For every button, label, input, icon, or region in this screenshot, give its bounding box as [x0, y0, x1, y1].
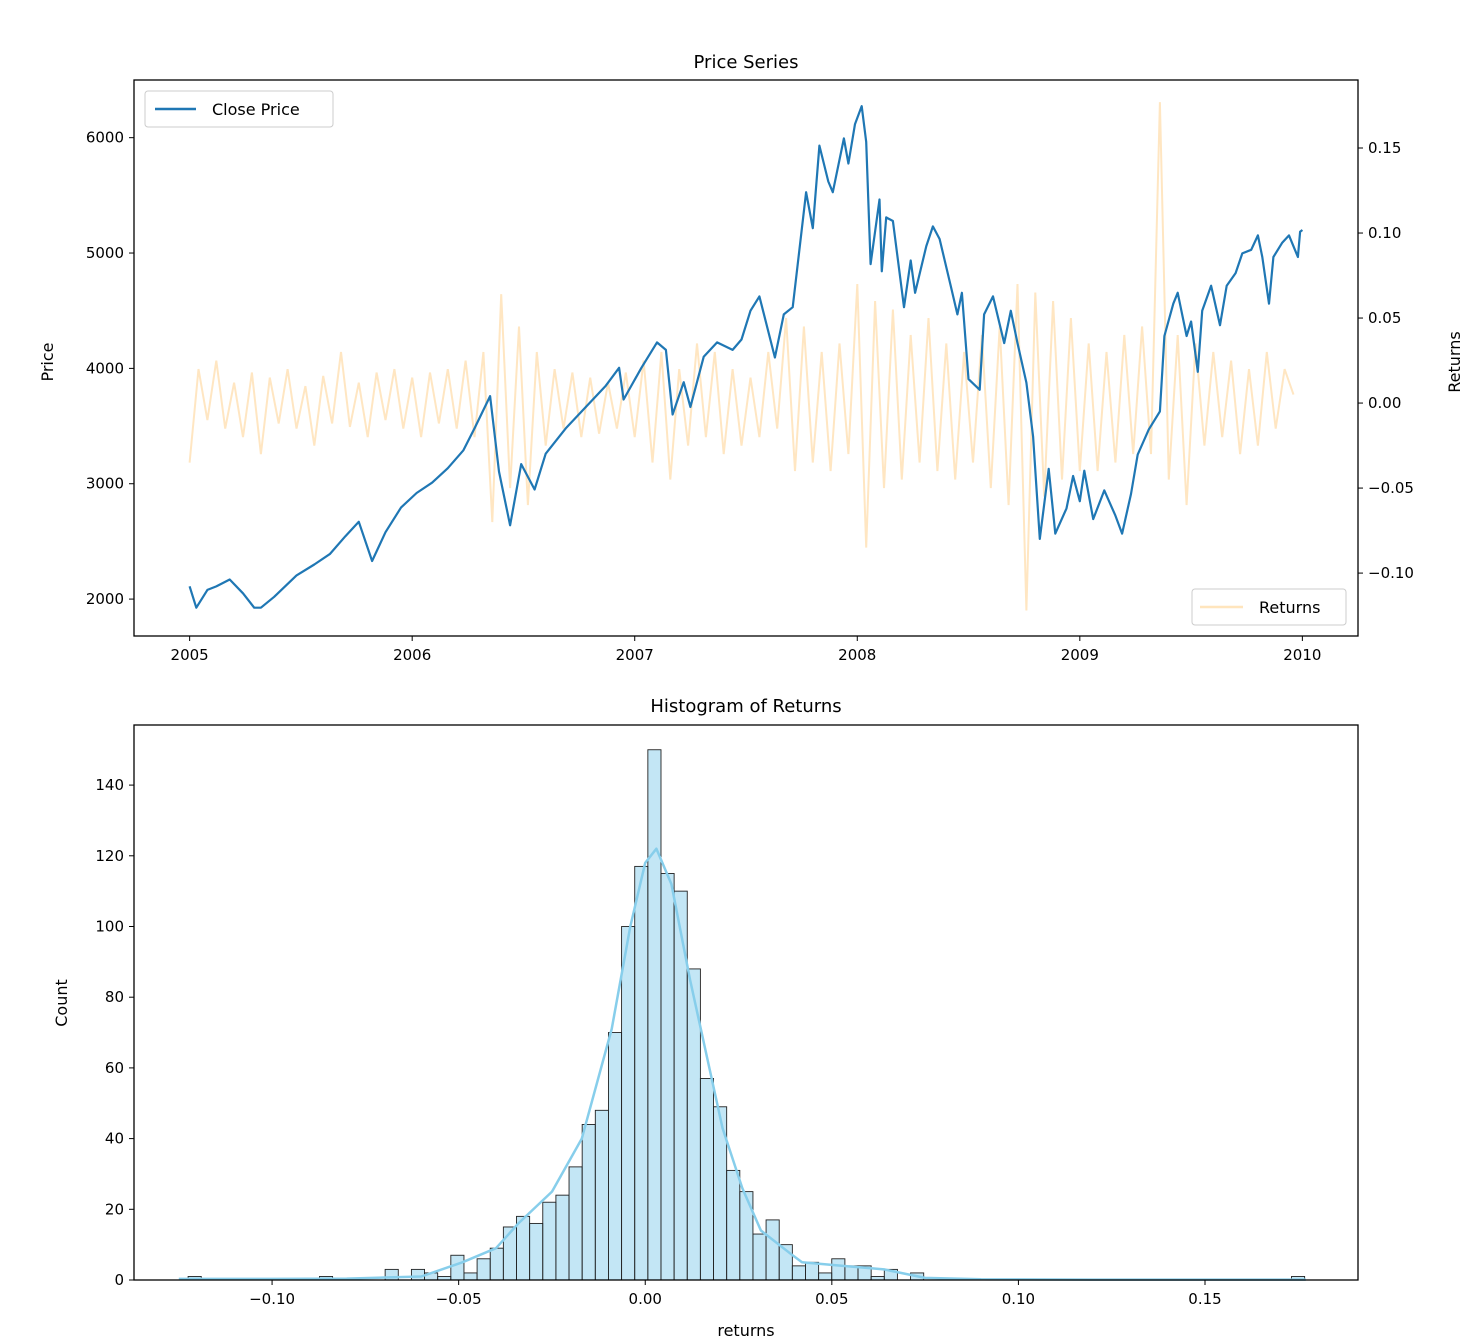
x-tick-label: 2008: [838, 646, 876, 664]
histogram-chart: Histogram of Returns Count returns −0.10…: [52, 696, 1359, 1340]
y-tick-label: 60: [105, 1059, 124, 1077]
histogram-bar: [542, 1201, 557, 1281]
histogram-bar: [791, 1265, 806, 1281]
x-tick-label: 0.10: [1002, 1290, 1035, 1308]
y-tick-label: 100: [95, 917, 124, 935]
y2-tick-label: 0.15: [1368, 139, 1401, 157]
x-tick-label: −0.10: [249, 1290, 295, 1308]
y2-tick-label: 0.00: [1368, 394, 1401, 412]
legend-returns: Returns: [1191, 588, 1347, 626]
histogram-bar: [568, 1166, 583, 1281]
histogram-bar: [752, 1233, 767, 1281]
histogram-bars: [187, 749, 1306, 1281]
y2-tick-label: −0.10: [1368, 564, 1414, 582]
returns-series: [188, 102, 1295, 611]
returns-line: [188, 102, 1295, 611]
histogram-bar: [516, 1215, 531, 1281]
histogram-bar: [699, 1078, 714, 1281]
histogram-bar: [529, 1222, 544, 1281]
y-axis-label: Price: [38, 342, 57, 381]
plot-frame: [133, 724, 1359, 1281]
histogram-bar: [726, 1169, 741, 1281]
legend-box: [144, 90, 334, 128]
histogram-bar: [660, 873, 675, 1281]
histogram-bar: [765, 1219, 780, 1281]
y2-tick-label: 0.10: [1368, 224, 1401, 242]
histogram-bar: [450, 1254, 465, 1281]
y-tick-label: 0: [114, 1271, 124, 1289]
x-tick-label: 2009: [1061, 646, 1099, 664]
histogram-bar: [607, 1032, 623, 1281]
x-tick-label: 0.00: [629, 1290, 662, 1308]
histogram-bar: [489, 1247, 504, 1281]
x-axis-label: returns: [717, 1321, 774, 1340]
y-tick-label: 4000: [86, 359, 124, 377]
x-tick-label: 2005: [171, 646, 209, 664]
close-price-series: [188, 104, 1304, 609]
y2-tick-label: 0.05: [1368, 309, 1401, 327]
kde-line: [178, 847, 1306, 1281]
legend-label: Close Price: [212, 100, 300, 119]
histogram-bar: [581, 1124, 596, 1281]
histogram-bar: [476, 1258, 491, 1281]
legend-label: Returns: [1259, 598, 1320, 617]
x-tick-label: 2010: [1283, 646, 1321, 664]
axis-ticks: 2005 2006 2007 2008 2009 2010 2000 3000 4000 5000…: [86, 129, 1414, 664]
x-tick-label: 0.05: [815, 1290, 848, 1308]
y-tick-label: 140: [95, 776, 124, 794]
histogram-bar: [555, 1194, 570, 1281]
x-tick-label: −0.05: [436, 1290, 482, 1308]
chart-title: Price Series: [694, 52, 799, 73]
kde-curve: [178, 847, 1306, 1281]
y-tick-label: 5000: [86, 244, 124, 262]
legend-close-price: Close Price: [144, 90, 334, 128]
x-tick-label: 0.15: [1188, 1290, 1221, 1308]
histogram-bar: [463, 1272, 478, 1281]
y-tick-label: 2000: [86, 590, 124, 608]
x-tick-label: 2006: [393, 646, 431, 664]
plot-frame: [133, 79, 1359, 637]
histogram-bar: [621, 926, 636, 1281]
y-axis-label: Count: [52, 979, 71, 1027]
legend-box: [1191, 588, 1347, 626]
y-tick-label: 80: [105, 988, 124, 1006]
y-tick-label: 6000: [86, 129, 124, 147]
price-series-chart: Price Series Price Returns 2005 2006 2007 2…: [38, 52, 1464, 664]
chart-title: Histogram of Returns: [650, 696, 841, 717]
x-tick-label: 2007: [616, 646, 654, 664]
histogram-bar: [634, 865, 649, 1281]
y-tick-label: 120: [95, 847, 124, 865]
y2-axis-label: Returns: [1445, 331, 1464, 392]
histogram-bar: [818, 1272, 833, 1281]
histogram-bar: [410, 1268, 426, 1281]
y-tick-label: 20: [105, 1200, 124, 1218]
y-tick-label: 40: [105, 1130, 124, 1148]
histogram-bar: [805, 1261, 820, 1281]
histogram-bar: [647, 749, 662, 1281]
close-price-line: [188, 104, 1304, 609]
histogram-bar: [502, 1226, 517, 1281]
histogram-bar: [831, 1258, 846, 1281]
histogram-bar: [594, 1109, 609, 1281]
axis-ticks: −0.10 −0.05 0.00 0.05 0.10 0.15 0 20 40 60 80 100 12…: [95, 776, 1221, 1308]
y2-tick-label: −0.05: [1368, 479, 1414, 497]
y-tick-label: 3000: [86, 475, 124, 493]
